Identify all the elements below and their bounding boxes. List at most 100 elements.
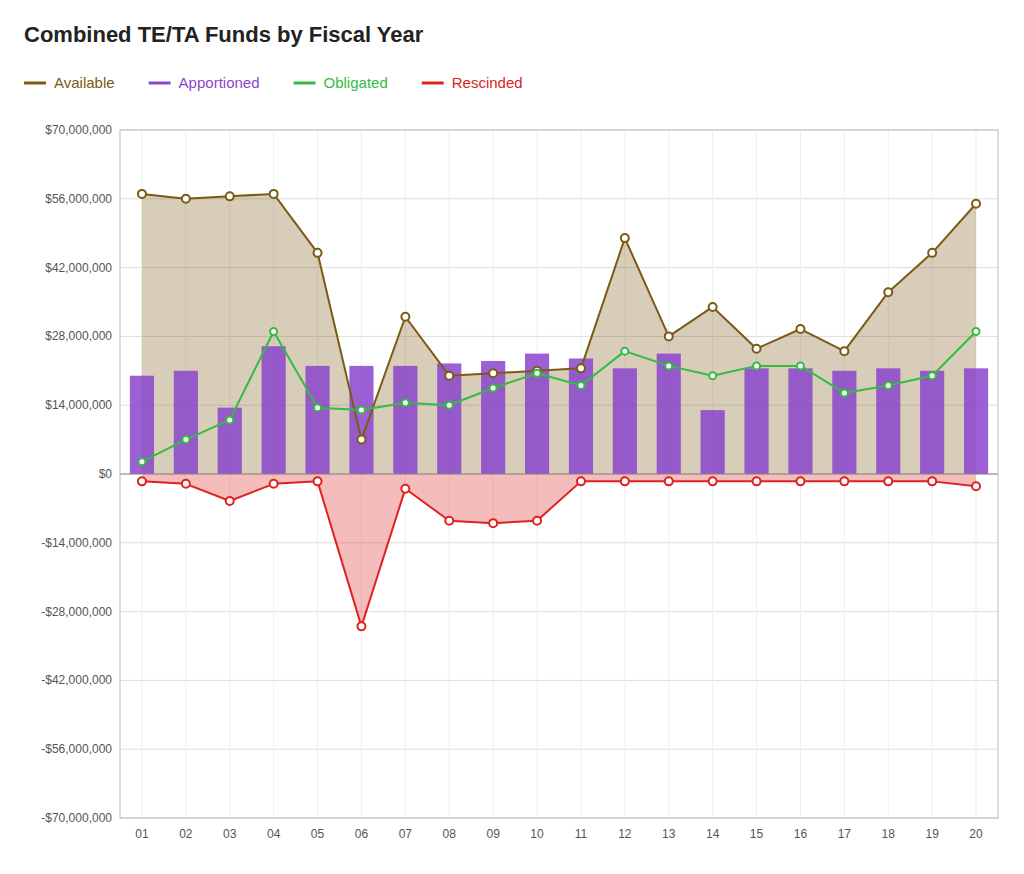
- series-marker: [885, 382, 892, 389]
- series-marker: [270, 190, 278, 198]
- series-marker: [138, 477, 146, 485]
- y-grid-line: [120, 542, 998, 543]
- series-line: [142, 331, 976, 461]
- series-marker: [665, 477, 673, 485]
- series-marker: [973, 328, 980, 335]
- series-marker: [841, 389, 848, 396]
- x-tick-label: 01: [135, 827, 149, 841]
- x-tick-label: 13: [662, 827, 676, 841]
- series-marker: [182, 195, 190, 203]
- bar: [832, 371, 856, 474]
- x-tick-label: 15: [750, 827, 764, 841]
- y-tick-label: -$14,000,000: [41, 536, 112, 550]
- y-tick-label: $56,000,000: [45, 192, 112, 206]
- area-layer: [142, 194, 976, 626]
- series-marker: [840, 347, 848, 355]
- page: {"chart_data": { "type": "combo", "title…: [0, 0, 1024, 874]
- bar: [393, 366, 417, 474]
- series-marker: [270, 480, 278, 488]
- plot-frame: [120, 130, 998, 818]
- x-tick-label: 10: [530, 827, 544, 841]
- series-marker: [533, 517, 541, 525]
- legend-swatch: [422, 82, 444, 85]
- series-marker: [445, 517, 453, 525]
- series-marker: [138, 458, 145, 465]
- y-tick-label: -$70,000,000: [41, 811, 112, 825]
- x-tick-label: 03: [223, 827, 237, 841]
- legend-item: Obligated: [294, 74, 388, 91]
- series-marker: [534, 370, 541, 377]
- bar: [613, 368, 637, 474]
- series-marker: [226, 416, 233, 423]
- y-tick-label: $70,000,000: [45, 123, 112, 137]
- series-marker: [621, 234, 629, 242]
- background: [0, 0, 1024, 874]
- series-marker: [489, 519, 497, 527]
- bar: [130, 376, 154, 474]
- series-marker: [357, 436, 365, 444]
- legend-label: Obligated: [324, 74, 388, 91]
- x-tick-label: 16: [794, 827, 808, 841]
- bar: [349, 366, 373, 474]
- x-tick-label: 17: [838, 827, 852, 841]
- series-marker: [401, 313, 409, 321]
- x-tick-label: 18: [882, 827, 896, 841]
- line-layer: [138, 190, 980, 630]
- y-grid-line: [120, 749, 998, 750]
- x-tick-label: 19: [925, 827, 939, 841]
- series-marker: [665, 332, 673, 340]
- series-marker: [446, 402, 453, 409]
- series-marker: [796, 477, 804, 485]
- series-marker: [709, 477, 717, 485]
- series-marker: [577, 382, 584, 389]
- bar: [920, 371, 944, 474]
- series-marker: [314, 249, 322, 257]
- series-marker: [797, 362, 804, 369]
- legend-item: Rescinded: [422, 74, 523, 91]
- series-marker: [972, 200, 980, 208]
- series-marker: [314, 477, 322, 485]
- series-marker: [665, 362, 672, 369]
- series-marker: [226, 192, 234, 200]
- x-tick-label: 06: [355, 827, 369, 841]
- x-tick-label: 02: [179, 827, 193, 841]
- y-axis: -$70,000,000-$56,000,000-$42,000,000-$28…: [41, 123, 112, 825]
- bar: [964, 368, 988, 474]
- y-tick-label: $28,000,000: [45, 329, 112, 343]
- series-marker: [490, 385, 497, 392]
- series-marker: [314, 404, 321, 411]
- series-marker: [709, 303, 717, 311]
- series-marker: [753, 362, 760, 369]
- legend-label: Apportioned: [179, 74, 260, 91]
- series-marker: [138, 190, 146, 198]
- bar: [657, 354, 681, 474]
- bar: [701, 410, 725, 474]
- x-tick-label: 11: [575, 827, 588, 841]
- y-grid-line: [120, 474, 998, 475]
- x-tick-label: 07: [399, 827, 413, 841]
- series-marker: [884, 288, 892, 296]
- series-marker: [270, 328, 277, 335]
- legend-item: Available: [24, 74, 115, 91]
- y-grid-line: [120, 611, 998, 612]
- series-marker: [358, 407, 365, 414]
- series-marker: [401, 485, 409, 493]
- legend-label: Rescinded: [452, 74, 523, 91]
- series-marker: [577, 477, 585, 485]
- legend-label: Available: [54, 74, 115, 91]
- x-tick-label: 09: [486, 827, 500, 841]
- series-marker: [709, 372, 716, 379]
- series-area: [142, 474, 976, 626]
- bar: [262, 346, 286, 474]
- y-tick-label: -$28,000,000: [41, 605, 112, 619]
- x-tick-label: 04: [267, 827, 281, 841]
- series-marker: [884, 477, 892, 485]
- legend-swatch: [24, 82, 46, 85]
- legend-swatch: [149, 82, 171, 85]
- bar: [305, 366, 329, 474]
- zero-line: [120, 474, 998, 475]
- series-marker: [445, 372, 453, 380]
- series-line: [142, 194, 976, 440]
- series-marker: [182, 436, 189, 443]
- y-tick-label: $14,000,000: [45, 398, 112, 412]
